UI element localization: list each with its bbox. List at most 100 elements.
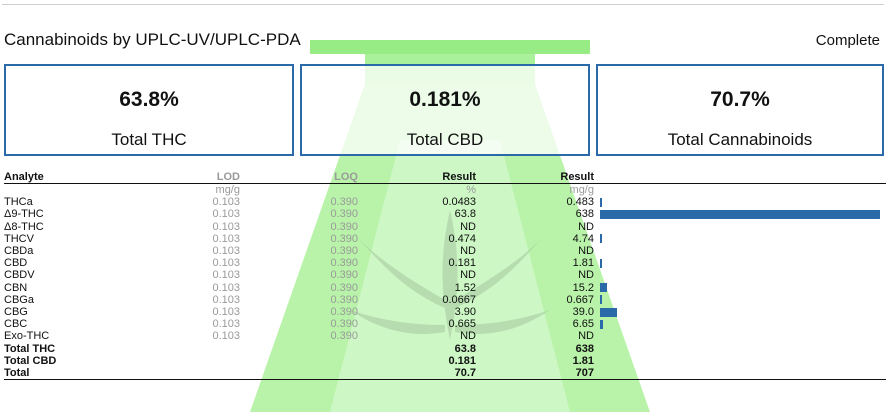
flask-watermark-icon — [250, 40, 650, 412]
analyte-cell: THCa — [4, 196, 33, 209]
result-bar — [600, 234, 603, 244]
kpi-label: Total THC — [111, 130, 187, 149]
bar-cell — [594, 208, 886, 220]
result-bar — [600, 283, 607, 293]
result-bar — [600, 197, 602, 207]
result-mg-cell: 638 — [575, 208, 594, 221]
lod-cell: 0.103 — [212, 305, 240, 318]
result-pct-cell: 0.0483 — [442, 196, 476, 209]
loq-cell: 0.390 — [330, 208, 358, 221]
result-bar — [600, 307, 618, 317]
lod-cell: 0.103 — [212, 281, 240, 294]
result-mg-cell: 4.74 — [572, 232, 594, 245]
loq-cell: 0.390 — [330, 293, 358, 306]
total-row: Total THC 63.8 638 — [4, 342, 886, 355]
lod-cell: 0.103 — [212, 196, 240, 209]
loq-cell: 0.390 — [330, 330, 358, 343]
loq-cell: 0.390 — [330, 318, 358, 331]
bar-cell — [594, 318, 886, 330]
kpi-value: 63.8% — [119, 88, 179, 111]
units-row: mg/g % mg/g — [4, 184, 886, 197]
table-row: CBDa 0.103 0.390 ND ND — [4, 245, 886, 257]
bar-cell — [594, 269, 886, 281]
result-mg-cell: 0.667 — [566, 293, 594, 306]
bar-cell — [594, 245, 886, 257]
top-divider — [2, 4, 884, 5]
kpi-value: 70.7% — [710, 88, 770, 111]
table-row: CBC 0.103 0.390 0.665 6.65 — [4, 318, 886, 330]
result-mg-cell: 0.483 — [566, 196, 594, 209]
lod-cell: 0.103 — [212, 269, 240, 282]
lod-cell: 0.103 — [212, 232, 240, 245]
header-result-pct: Result — [358, 170, 476, 184]
header-analyte: Analyte — [4, 170, 174, 184]
header-loq: LOQ — [240, 170, 358, 184]
kpi-total-cbd: 0.181% Total CBD — [300, 64, 590, 156]
result-mg-cell: ND — [578, 245, 594, 258]
header-lod: LOD — [174, 170, 240, 184]
result-pct-cell: 0.474 — [448, 232, 476, 245]
result-bar — [600, 319, 603, 329]
result-pct-cell: 3.90 — [454, 305, 476, 318]
result-pct-cell: ND — [460, 330, 476, 343]
results-table: Analyte LOD LOQ Result Result mg/g % mg/… — [4, 170, 886, 380]
bar-cell — [594, 306, 886, 318]
table-row: CBD 0.103 0.390 0.181 1.81 — [4, 257, 886, 269]
bar-cell — [594, 330, 886, 342]
lod-cell: 0.103 — [212, 245, 240, 258]
kpi-label: Total CBD — [406, 130, 484, 149]
total-label-cell: Total THC — [4, 342, 56, 355]
result-pct-cell: 0.181 — [448, 257, 476, 270]
table-row: CBDV 0.103 0.390 ND ND — [4, 269, 886, 281]
total-pct-cell: 70.7 — [358, 366, 476, 380]
result-bar — [600, 258, 602, 268]
table-row: Exo-THC 0.103 0.390 ND ND — [4, 330, 886, 342]
analyte-cell: CBGa — [4, 293, 34, 306]
unit-result-pct: % — [466, 184, 476, 197]
loq-cell: 0.390 — [330, 245, 358, 258]
kpi-label: Total Cannabinoids — [667, 130, 813, 149]
analyte-cell: CBC — [4, 318, 28, 331]
analyte-cell: CBDa — [4, 245, 34, 258]
result-mg-cell: 1.81 — [572, 257, 594, 270]
lod-cell: 0.103 — [212, 208, 240, 221]
result-mg-cell: 39.0 — [572, 305, 594, 318]
kpi-total-cannabinoids: 70.7% Total Cannabinoids — [596, 64, 884, 156]
kpi-total-thc: 63.8% Total THC — [4, 64, 294, 156]
lod-cell: 0.103 — [212, 330, 240, 343]
section-header: Cannabinoids by UPLC-UV/UPLC-PDA Complet… — [4, 30, 880, 52]
result-bar — [600, 295, 602, 305]
total-mg-cell: 638 — [575, 342, 594, 355]
analyte-cell: CBG — [4, 305, 28, 318]
bar-cell — [594, 196, 886, 208]
bar-cell — [594, 282, 886, 294]
result-mg-cell: 6.65 — [572, 318, 594, 331]
loq-cell: 0.390 — [330, 232, 358, 245]
kpi-value: 0.181% — [409, 88, 481, 111]
lod-cell: 0.103 — [212, 257, 240, 270]
table-row: CBN 0.103 0.390 1.52 15.2 — [4, 282, 886, 294]
total-pct-cell: 63.8 — [454, 342, 476, 355]
result-pct-cell: ND — [460, 269, 476, 282]
result-mg-cell: ND — [578, 220, 594, 233]
result-mg-cell: ND — [578, 330, 594, 343]
bar-cell — [594, 221, 886, 233]
lod-cell: 0.103 — [212, 318, 240, 331]
analyte-cell: THCV — [4, 232, 34, 245]
lod-cell: 0.103 — [212, 293, 240, 306]
total-pct-cell: 0.181 — [448, 354, 476, 367]
bar-cell — [594, 233, 886, 245]
loq-cell: 0.390 — [330, 196, 358, 209]
result-mg-cell: 15.2 — [572, 281, 594, 294]
table-row: THCV 0.103 0.390 0.474 4.74 — [4, 233, 886, 245]
total-mg-cell: 1.81 — [572, 354, 594, 367]
result-pct-cell: 1.52 — [454, 281, 476, 294]
result-bar — [600, 210, 880, 220]
total-label-cell: Total — [4, 366, 174, 380]
table-row: THCa 0.103 0.390 0.0483 0.483 — [4, 196, 886, 208]
section-title: Cannabinoids by UPLC-UV/UPLC-PDA — [4, 30, 301, 49]
bar-cell — [594, 257, 886, 269]
total-label-cell: Total CBD — [4, 354, 57, 367]
result-pct-cell: 0.0667 — [442, 293, 476, 306]
analyte-cell: CBDV — [4, 269, 35, 282]
